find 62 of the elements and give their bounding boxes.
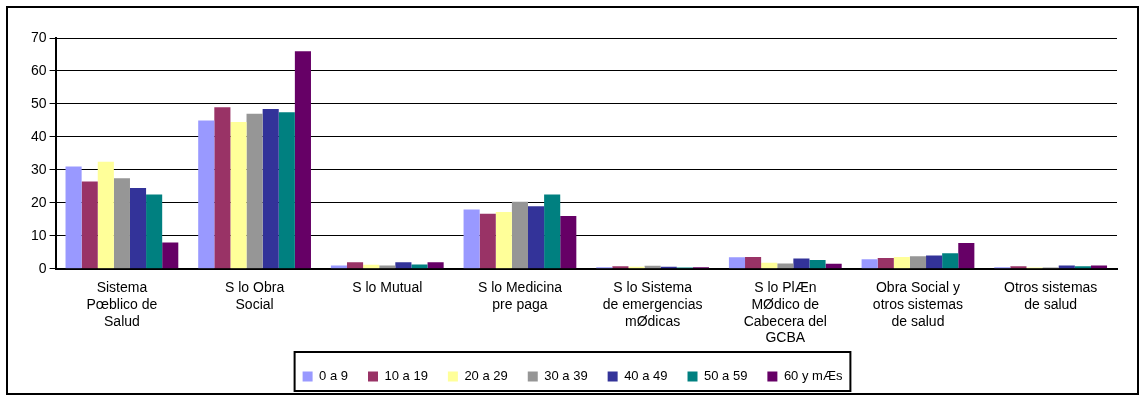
bar xyxy=(479,213,496,269)
bar xyxy=(278,112,295,269)
y-tick-label: 20 xyxy=(30,193,47,210)
y-tick-label: 50 xyxy=(30,94,47,111)
bar xyxy=(942,253,959,269)
x-tick-label: Sistema Pœblico de Salud xyxy=(86,279,158,329)
bar xyxy=(129,188,147,269)
bar xyxy=(861,259,878,269)
y-tick-label: 0 xyxy=(38,259,47,276)
bar xyxy=(214,107,231,269)
bar xyxy=(728,257,746,269)
bar xyxy=(113,178,130,269)
legend-label: 40 a 49 xyxy=(624,368,668,384)
bar xyxy=(926,255,943,269)
bar xyxy=(1010,266,1027,269)
bar xyxy=(761,262,778,269)
bar xyxy=(745,256,762,269)
bar xyxy=(612,266,629,269)
bar xyxy=(246,113,263,269)
bar xyxy=(1074,266,1091,269)
bar xyxy=(528,206,545,269)
x-tick-label: S lo Obra Social xyxy=(225,279,285,312)
bar xyxy=(544,194,561,269)
bar xyxy=(198,120,215,269)
legend-label: 50 a 59 xyxy=(704,368,748,384)
bar xyxy=(262,108,279,269)
bar xyxy=(877,257,894,269)
bar xyxy=(395,262,412,269)
bar xyxy=(560,216,577,269)
x-tick-label: S lo Mutual xyxy=(352,279,423,296)
x-tick-label: S lo Sistema de emergencias mØdicas xyxy=(602,279,703,329)
bar xyxy=(909,256,927,269)
bar xyxy=(427,262,444,269)
legend-label: 0 a 9 xyxy=(319,368,349,384)
bar xyxy=(162,242,179,269)
bar xyxy=(809,259,826,269)
x-tick-label: Otros sistemas de salud xyxy=(1003,279,1098,312)
x-tick-label: Obra Social y otros sistemas de salud xyxy=(872,279,964,329)
bar xyxy=(958,243,975,269)
bar xyxy=(463,209,480,269)
bar xyxy=(65,166,82,269)
bar xyxy=(511,201,528,269)
y-tick-label: 30 xyxy=(30,160,47,177)
legend-label: 30 a 39 xyxy=(544,368,588,384)
bar xyxy=(81,181,98,269)
legend-label: 60 y mÆs xyxy=(783,368,843,384)
y-tick-label: 70 xyxy=(30,28,47,45)
x-tick-label: S lo Medicina pre paga xyxy=(477,279,563,312)
y-tick-label: 60 xyxy=(30,61,47,78)
bar xyxy=(230,122,247,269)
bar xyxy=(346,262,364,269)
bar xyxy=(294,51,311,269)
bar xyxy=(97,161,114,269)
y-tick-label: 40 xyxy=(30,127,47,144)
bar xyxy=(893,256,910,269)
x-tick-label: S lo PlÆn MØdico de Cabecera del GCBA xyxy=(743,279,827,346)
bar xyxy=(495,212,512,269)
legend-label: 20 a 29 xyxy=(464,368,508,384)
bar xyxy=(146,194,163,269)
bar xyxy=(793,258,810,269)
legend-label: 10 a 19 xyxy=(384,368,428,384)
y-tick-label: 10 xyxy=(30,226,47,243)
